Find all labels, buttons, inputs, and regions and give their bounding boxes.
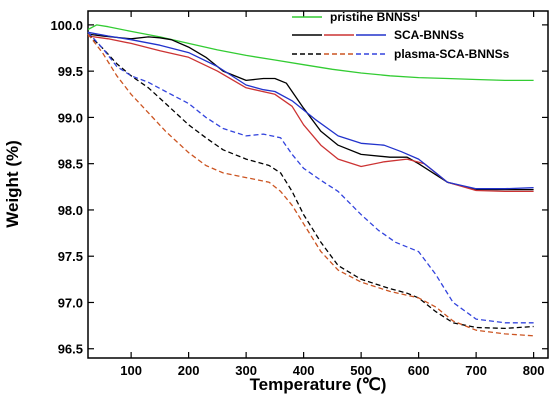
x-axis-title: Temperature (℃)	[250, 375, 387, 394]
x-tick-label: 600	[408, 363, 430, 378]
legend-label: pristine BNNSs	[330, 10, 418, 24]
plot-frame	[87, 10, 549, 359]
legend-label: plasma-SCA-BNNSs	[394, 47, 510, 61]
x-axis: 100 200 300 400 500 600 700 800	[120, 11, 544, 378]
x-tick-label: 100	[120, 363, 142, 378]
y-tick-label: 97.0	[58, 295, 83, 310]
x-tick-label: 200	[178, 363, 200, 378]
y-tick-label: 97.5	[58, 249, 83, 264]
x-tick-label: 400	[293, 363, 315, 378]
y-axis: 96.5 97.0 97.5 98.0 98.5 99.0 99.5 100.0	[50, 18, 548, 357]
x-tick-label: 800	[523, 363, 545, 378]
series-line-6	[87, 33, 534, 337]
series-layer	[87, 24, 534, 337]
x-tick-label: 300	[235, 363, 257, 378]
legend: pristine BNNSs SCA-BNNSs plasma-SCA-BNNSs	[292, 10, 510, 61]
series-line-7	[87, 31, 534, 324]
y-tick-label: 96.5	[58, 342, 83, 357]
x-tick-label: 500	[350, 363, 372, 378]
x-tick-label: 700	[465, 363, 487, 378]
series-line-4	[87, 31, 534, 190]
series-line-5	[87, 33, 534, 330]
legend-label: SCA-BNNSs	[394, 28, 464, 42]
series-line-1	[87, 24, 534, 82]
y-tick-label: 98.5	[58, 157, 83, 172]
y-tick-label: 98.0	[58, 203, 83, 218]
series-line-2	[87, 33, 534, 191]
y-tick-label: 99.0	[58, 110, 83, 125]
y-tick-label: 99.5	[58, 64, 83, 79]
y-axis-title: Weight (%)	[3, 140, 22, 228]
y-tick-label: 100.0	[50, 18, 83, 33]
